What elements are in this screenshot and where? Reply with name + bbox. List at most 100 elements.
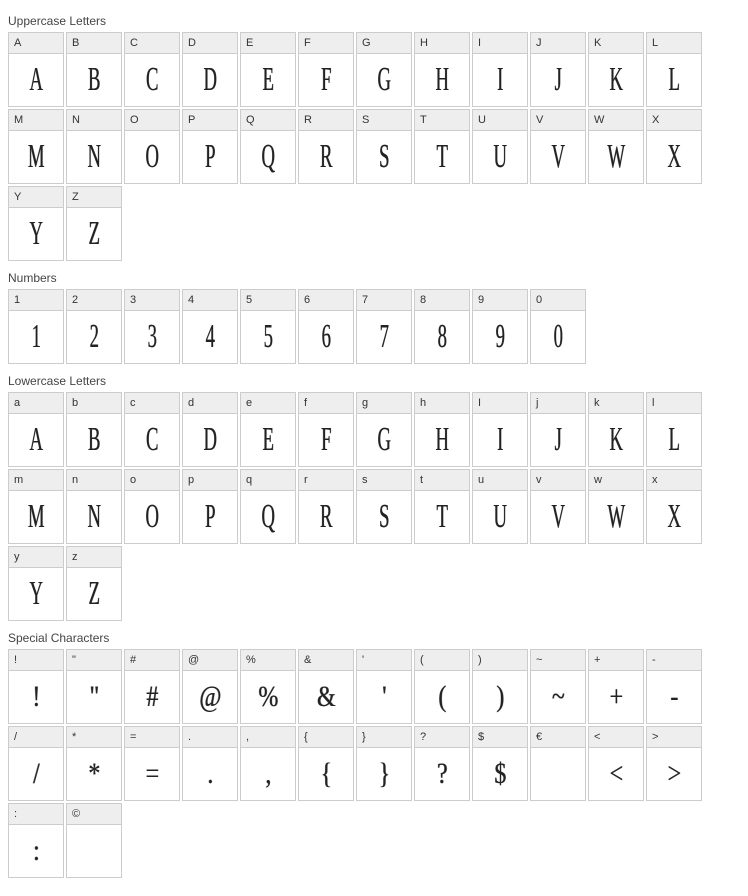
glyph-cell[interactable]: YY <box>8 186 64 261</box>
glyph-cell[interactable]: JJ <box>530 32 586 107</box>
glyph-cell[interactable]: fF <box>298 392 354 467</box>
glyph-cell[interactable]: 00 <box>530 289 586 364</box>
glyph-cell[interactable]: CC <box>124 32 180 107</box>
glyph-cell[interactable]: && <box>298 649 354 724</box>
glyph-cell[interactable]: hH <box>414 392 470 467</box>
glyph-cell[interactable]: kK <box>588 392 644 467</box>
glyph-cell[interactable]: sS <box>356 469 412 544</box>
glyph-cell[interactable]: ~~ <box>530 649 586 724</box>
glyph-cell[interactable]: {{ <box>298 726 354 801</box>
glyph-cell[interactable]: eE <box>240 392 296 467</box>
glyph-cell[interactable]: XX <box>646 109 702 184</box>
glyph-cell[interactable]: © <box>66 803 122 878</box>
glyph-label: # <box>125 650 179 671</box>
glyph-label: U <box>473 110 527 131</box>
glyph-cell[interactable]: NN <box>66 109 122 184</box>
glyph-cell[interactable]: ?? <box>414 726 470 801</box>
glyph-cell[interactable]: :: <box>8 803 64 878</box>
glyph-cell[interactable]: 99 <box>472 289 528 364</box>
glyph-cell[interactable]: aA <box>8 392 64 467</box>
glyph-cell[interactable]: ,, <box>240 726 296 801</box>
glyph-cell[interactable]: $$ <box>472 726 528 801</box>
glyph-cell[interactable]: 88 <box>414 289 470 364</box>
glyph-cell[interactable]: OO <box>124 109 180 184</box>
glyph-cell[interactable]: 11 <box>8 289 64 364</box>
glyph-preview: K <box>601 54 631 106</box>
glyph-cell[interactable]: mM <box>8 469 64 544</box>
glyph-preview: / <box>14 748 57 800</box>
glyph-cell[interactable]: € <box>530 726 586 801</box>
glyph-cell[interactable]: DD <box>182 32 238 107</box>
glyph-cell[interactable]: jJ <box>530 392 586 467</box>
glyph-cell[interactable]: RR <box>298 109 354 184</box>
glyph-cell[interactable]: GG <box>356 32 412 107</box>
glyph-cell[interactable]: II <box>472 392 528 467</box>
glyph-cell[interactable]: (( <box>414 649 470 724</box>
glyph-cell[interactable]: WW <box>588 109 644 184</box>
glyph-cell[interactable]: == <box>124 726 180 801</box>
glyph-cell[interactable]: 44 <box>182 289 238 364</box>
glyph-cell[interactable]: )) <box>472 649 528 724</box>
glyph-cell[interactable]: ++ <box>588 649 644 724</box>
glyph-cell[interactable]: ZZ <box>66 186 122 261</box>
glyph-cell[interactable]: !! <box>8 649 64 724</box>
glyph-cell[interactable]: oO <box>124 469 180 544</box>
glyph-cell[interactable]: HH <box>414 32 470 107</box>
glyph-cell[interactable]: rR <box>298 469 354 544</box>
glyph-label: l <box>647 393 701 414</box>
glyph-label: Q <box>241 110 295 131</box>
glyph-cell[interactable]: LL <box>646 32 702 107</box>
glyph-cell[interactable]: pP <box>182 469 238 544</box>
glyph-cell[interactable]: "" <box>66 649 122 724</box>
glyph-cell[interactable]: KK <box>588 32 644 107</box>
glyph-cell[interactable]: '' <box>356 649 412 724</box>
glyph-cell[interactable]: 22 <box>66 289 122 364</box>
glyph-cell[interactable]: xX <box>646 469 702 544</box>
glyph-cell[interactable]: VV <box>530 109 586 184</box>
glyph-cell[interactable]: %% <box>240 649 296 724</box>
glyph-cell[interactable]: vV <box>530 469 586 544</box>
glyph-cell[interactable]: TT <box>414 109 470 184</box>
glyph-cell[interactable]: dD <box>182 392 238 467</box>
glyph-cell[interactable]: << <box>588 726 644 801</box>
glyph-cell[interactable]: uU <box>472 469 528 544</box>
glyph-cell[interactable]: 33 <box>124 289 180 364</box>
glyph-cell[interactable]: II <box>472 32 528 107</box>
glyph-cell[interactable]: ** <box>66 726 122 801</box>
glyph-cell[interactable]: tT <box>414 469 470 544</box>
glyph-cell[interactable]: @@ <box>182 649 238 724</box>
glyph-cell[interactable]: cC <box>124 392 180 467</box>
glyph-cell[interactable]: qQ <box>240 469 296 544</box>
glyph-preview: $ <box>478 748 521 800</box>
glyph-cell[interactable]: SS <box>356 109 412 184</box>
glyph-cell[interactable]: PP <box>182 109 238 184</box>
glyph-cell[interactable]: lL <box>646 392 702 467</box>
glyph-cell[interactable]: yY <box>8 546 64 621</box>
glyph-cell[interactable]: 66 <box>298 289 354 364</box>
glyph-label: @ <box>183 650 237 671</box>
glyph-cell[interactable]: MM <box>8 109 64 184</box>
glyph-preview: , <box>246 748 289 800</box>
glyph-cell[interactable]: .. <box>182 726 238 801</box>
glyph-cell[interactable]: >> <box>646 726 702 801</box>
glyph-cell[interactable]: EE <box>240 32 296 107</box>
glyph-cell[interactable]: UU <box>472 109 528 184</box>
glyph-cell[interactable]: }} <box>356 726 412 801</box>
glyph-cell[interactable]: zZ <box>66 546 122 621</box>
glyph-preview: A <box>21 54 51 106</box>
glyph-cell[interactable]: ## <box>124 649 180 724</box>
glyph-cell[interactable]: 55 <box>240 289 296 364</box>
glyph-cell[interactable]: -- <box>646 649 702 724</box>
glyph-cell[interactable]: bB <box>66 392 122 467</box>
glyph-cell[interactable]: wW <box>588 469 644 544</box>
glyph-cell[interactable]: BB <box>66 32 122 107</box>
glyph-cell[interactable]: 77 <box>356 289 412 364</box>
glyph-cell[interactable]: gG <box>356 392 412 467</box>
glyph-preview: @ <box>188 671 231 723</box>
glyph-cell[interactable]: // <box>8 726 64 801</box>
glyph-cell[interactable]: FF <box>298 32 354 107</box>
glyph-label: H <box>415 33 469 54</box>
glyph-cell[interactable]: AA <box>8 32 64 107</box>
glyph-cell[interactable]: QQ <box>240 109 296 184</box>
glyph-cell[interactable]: nN <box>66 469 122 544</box>
